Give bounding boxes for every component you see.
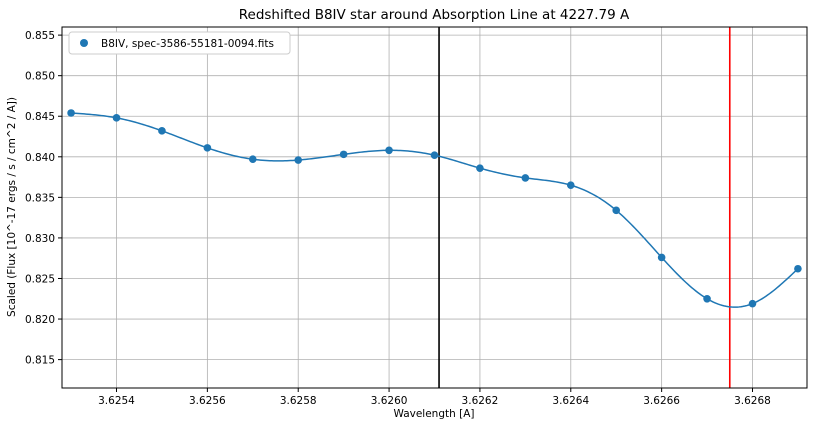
y-tick-label: 0.815	[25, 355, 55, 367]
data-point	[521, 174, 530, 182]
legend-label: B8IV, spec-3586-55181-0094.fits	[101, 38, 274, 50]
y-tick-label: 0.845	[25, 111, 55, 123]
data-point	[158, 127, 166, 135]
data-point	[748, 299, 757, 308]
x-tick-label: 3.6256	[189, 395, 226, 407]
chart-title: Redshifted B8IV star around Absorption L…	[239, 7, 630, 23]
legend-box	[68, 31, 291, 55]
x-axis-label: Wavelength [A]	[393, 408, 474, 420]
data-point	[566, 181, 575, 189]
y-tick-label: 0.850	[25, 71, 55, 83]
y-tick-label: 0.825	[25, 273, 55, 285]
x-tick-label: 3.6264	[552, 395, 589, 407]
y-axis-ticks: 0.815 0.820 0.825 0.830 0.835 0.840 0.845 0.850…	[25, 30, 62, 367]
data-point	[657, 253, 666, 262]
x-tick-label: 3.6258	[280, 395, 317, 407]
data-point	[294, 156, 303, 164]
y-tick-label: 0.820	[25, 314, 55, 326]
data-point	[112, 114, 121, 122]
x-tick-label: 3.6266	[643, 395, 680, 407]
y-axis-label: Scaled (Flux [10^-17 ergs / s / cm^2 / A…	[6, 97, 18, 317]
data-points	[67, 109, 802, 308]
x-tick-label: 3.6262	[462, 395, 499, 407]
data-point	[794, 264, 802, 273]
data-point	[339, 150, 348, 159]
data-point	[430, 151, 439, 159]
x-axis-ticks: 3.6254 3.6256 3.6258 3.6260 3.6262 3.6264 3.62…	[98, 388, 771, 407]
data-point	[385, 146, 393, 155]
x-tick-label: 3.6268	[734, 395, 771, 407]
data-point	[203, 144, 212, 152]
x-tick-label: 3.6254	[98, 395, 135, 407]
data-point	[476, 164, 484, 172]
y-tick-label: 0.830	[25, 233, 55, 245]
legend-marker	[80, 39, 88, 47]
y-tick-label: 0.855	[25, 30, 55, 42]
data-point	[248, 155, 257, 164]
data-point	[612, 206, 621, 215]
data-point	[67, 109, 75, 117]
y-tick-label: 0.840	[25, 152, 55, 164]
plot-frame	[61, 26, 808, 389]
y-tick-label: 0.835	[25, 192, 55, 204]
x-tick-label: 3.6260	[371, 395, 408, 407]
legend: B8IV, spec-3586-55181-0094.fits	[68, 31, 291, 55]
reference-lines	[438, 27, 731, 388]
data-point	[703, 294, 711, 303]
